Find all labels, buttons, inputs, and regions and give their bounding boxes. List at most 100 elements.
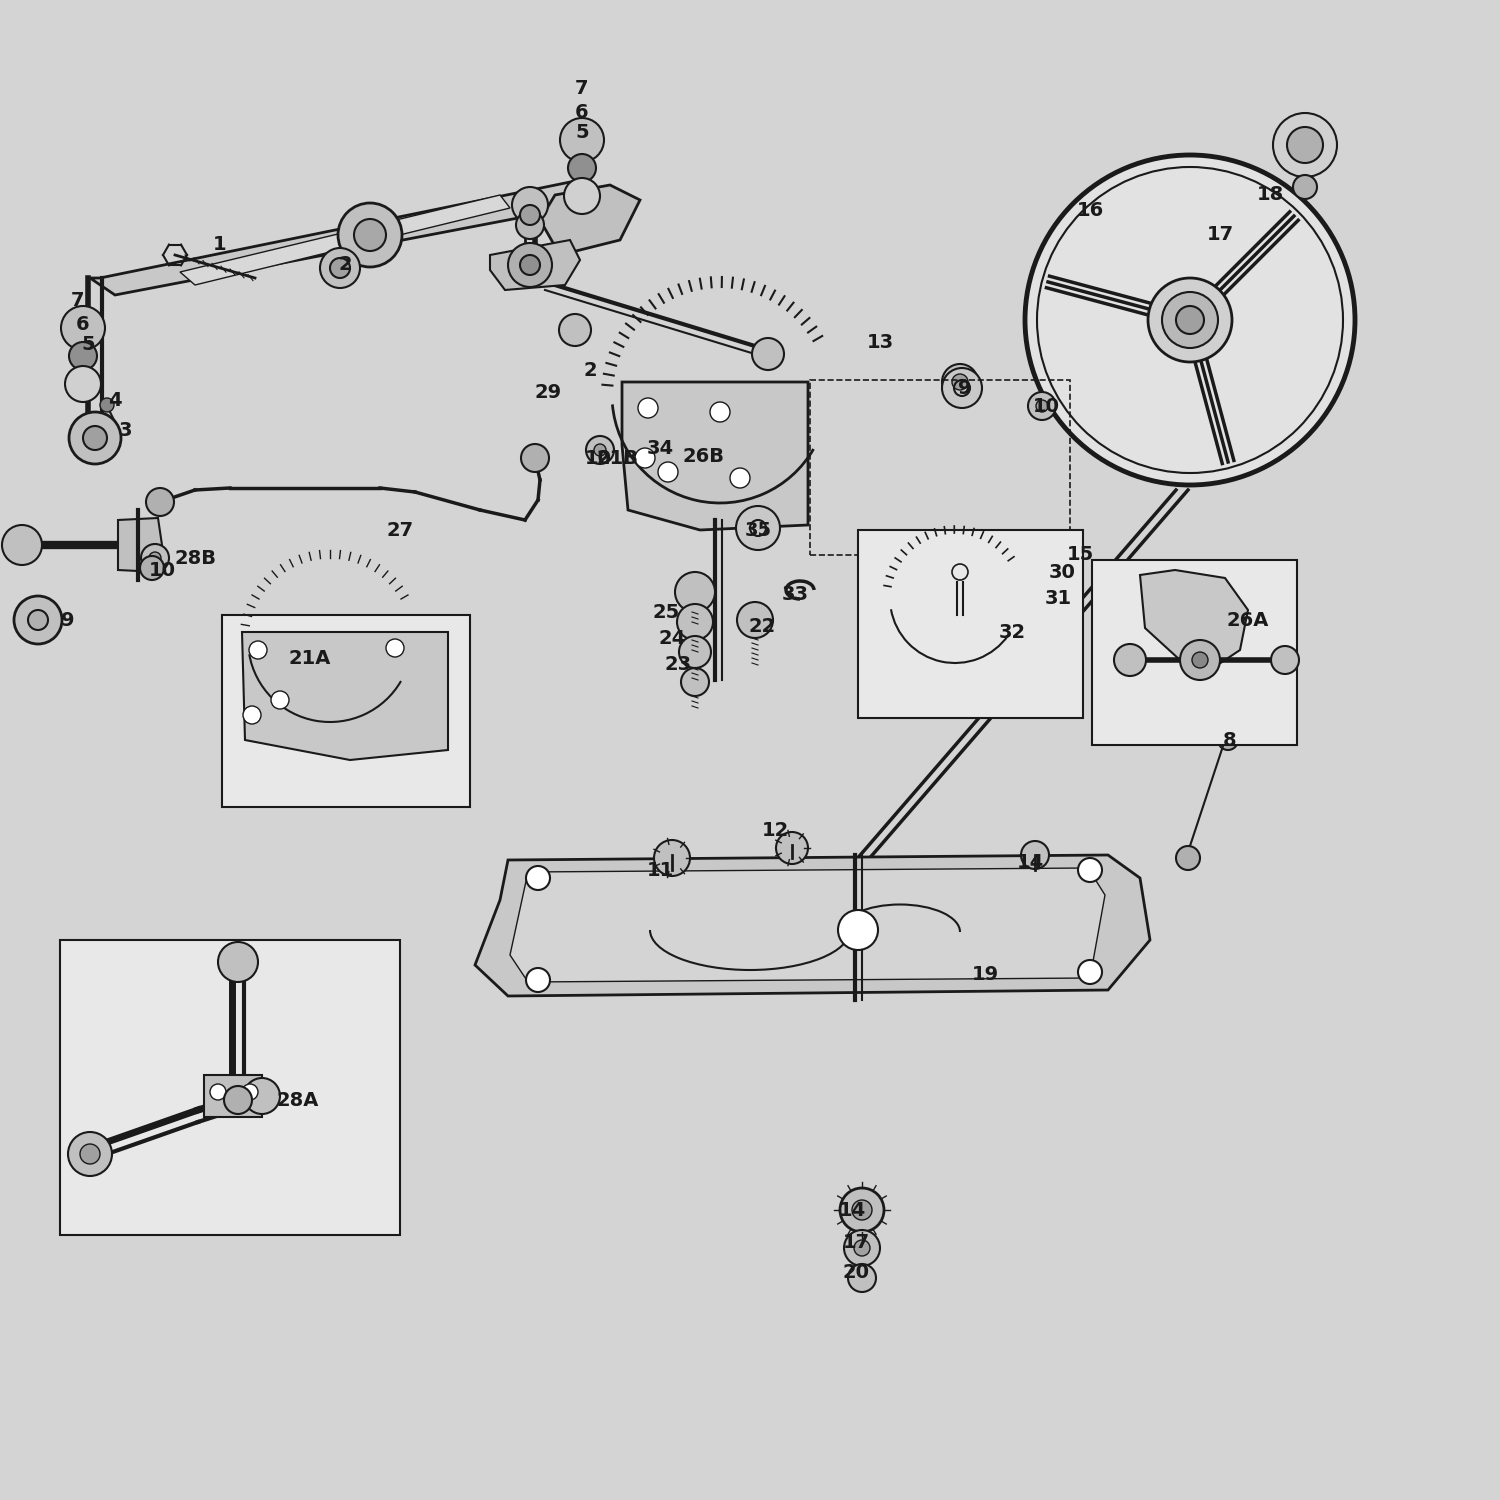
Text: 14: 14 xyxy=(1017,852,1044,871)
Text: 22: 22 xyxy=(748,616,776,636)
Text: 9: 9 xyxy=(958,378,972,398)
Circle shape xyxy=(1036,400,1048,412)
Text: 5: 5 xyxy=(574,123,590,141)
Circle shape xyxy=(676,604,712,640)
Circle shape xyxy=(1114,644,1146,676)
Circle shape xyxy=(560,314,591,346)
Text: 17: 17 xyxy=(843,1233,870,1251)
Circle shape xyxy=(320,248,360,288)
Text: 2: 2 xyxy=(584,360,597,380)
Circle shape xyxy=(1176,846,1200,870)
Circle shape xyxy=(560,118,604,162)
Polygon shape xyxy=(180,195,510,285)
Circle shape xyxy=(146,488,174,516)
Circle shape xyxy=(100,398,114,412)
Circle shape xyxy=(13,596,62,644)
Circle shape xyxy=(272,692,290,709)
Text: 31: 31 xyxy=(1044,588,1071,608)
Circle shape xyxy=(1078,960,1102,984)
Text: 28A: 28A xyxy=(278,1090,320,1110)
Circle shape xyxy=(1024,154,1354,485)
Circle shape xyxy=(942,364,978,400)
Circle shape xyxy=(839,910,878,950)
Circle shape xyxy=(28,610,48,630)
Text: 21A: 21A xyxy=(290,648,332,668)
Polygon shape xyxy=(476,855,1150,996)
Circle shape xyxy=(952,374,968,390)
Text: 27: 27 xyxy=(387,520,414,540)
Circle shape xyxy=(338,202,402,267)
Bar xyxy=(810,380,1070,555)
Circle shape xyxy=(681,668,710,696)
Circle shape xyxy=(1180,640,1219,680)
Circle shape xyxy=(82,426,106,450)
Circle shape xyxy=(141,544,170,572)
Text: 11: 11 xyxy=(646,861,674,879)
Circle shape xyxy=(386,639,404,657)
Text: 5: 5 xyxy=(81,336,94,354)
Bar xyxy=(858,530,1083,718)
Circle shape xyxy=(243,706,261,724)
Circle shape xyxy=(634,448,656,468)
Text: 18: 18 xyxy=(1257,186,1284,204)
Circle shape xyxy=(658,462,678,482)
Text: 15: 15 xyxy=(1066,546,1094,564)
Circle shape xyxy=(509,243,552,286)
Circle shape xyxy=(847,1264,876,1292)
Circle shape xyxy=(852,1200,871,1219)
Circle shape xyxy=(853,1240,870,1256)
Circle shape xyxy=(69,342,98,370)
Polygon shape xyxy=(242,632,448,760)
Text: 34: 34 xyxy=(646,438,674,458)
Circle shape xyxy=(526,968,550,992)
Text: 14: 14 xyxy=(839,1200,866,1219)
Circle shape xyxy=(140,556,164,580)
Circle shape xyxy=(568,154,596,182)
Text: 26B: 26B xyxy=(682,447,724,465)
Circle shape xyxy=(776,833,808,864)
Circle shape xyxy=(210,1084,226,1100)
Text: 20: 20 xyxy=(843,1263,870,1281)
Circle shape xyxy=(844,1230,880,1266)
Text: 16: 16 xyxy=(1077,201,1104,219)
Text: 17: 17 xyxy=(1206,225,1233,245)
Text: 35: 35 xyxy=(744,520,771,540)
Circle shape xyxy=(520,255,540,274)
Text: 21B: 21B xyxy=(597,448,639,468)
Circle shape xyxy=(512,188,548,224)
Circle shape xyxy=(654,840,690,876)
Text: 12: 12 xyxy=(762,821,789,840)
Circle shape xyxy=(520,444,549,472)
Text: 6: 6 xyxy=(574,102,590,122)
Circle shape xyxy=(330,258,350,278)
Text: 30: 30 xyxy=(1048,562,1076,582)
Circle shape xyxy=(1022,842,1048,868)
Circle shape xyxy=(586,436,613,463)
Circle shape xyxy=(736,602,772,638)
Text: 32: 32 xyxy=(999,622,1026,642)
Circle shape xyxy=(520,206,540,225)
Text: 9: 9 xyxy=(62,610,75,630)
Circle shape xyxy=(942,368,982,408)
Circle shape xyxy=(526,865,550,889)
Text: 7: 7 xyxy=(576,78,588,98)
Text: 29: 29 xyxy=(534,382,561,402)
Circle shape xyxy=(736,506,780,550)
Text: 13: 13 xyxy=(867,333,894,352)
Circle shape xyxy=(638,398,658,418)
Polygon shape xyxy=(490,240,580,290)
Text: 10: 10 xyxy=(148,561,176,579)
Text: 6: 6 xyxy=(76,315,90,334)
Text: 7: 7 xyxy=(72,291,84,309)
Circle shape xyxy=(594,444,606,456)
Circle shape xyxy=(516,211,544,238)
Text: 10: 10 xyxy=(1032,396,1059,416)
Text: 23: 23 xyxy=(664,654,692,674)
Text: 26A: 26A xyxy=(1227,610,1269,630)
Circle shape xyxy=(1176,306,1204,334)
Polygon shape xyxy=(118,518,162,572)
Circle shape xyxy=(68,1132,112,1176)
Polygon shape xyxy=(1140,570,1248,670)
Circle shape xyxy=(224,1086,252,1114)
Polygon shape xyxy=(622,382,809,530)
